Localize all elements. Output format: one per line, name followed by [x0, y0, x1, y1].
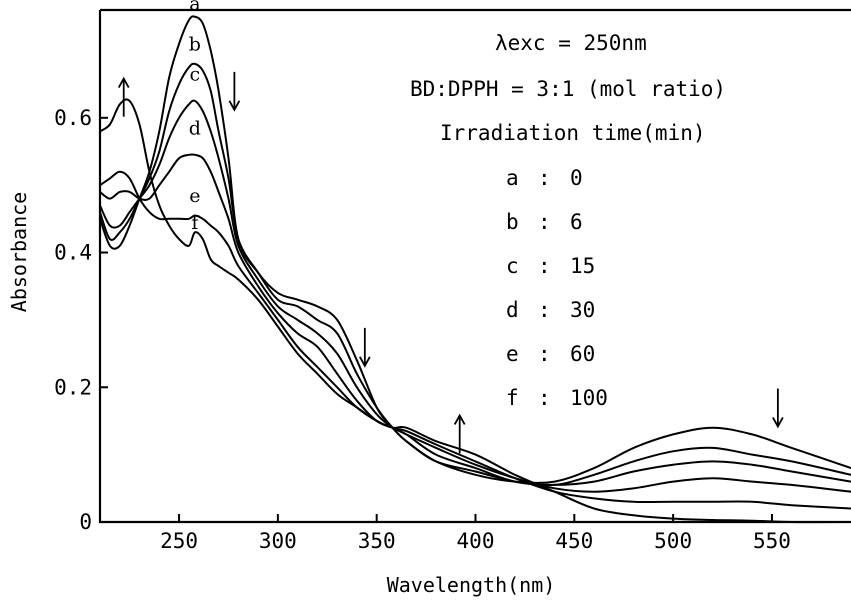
legend-entry-time: 15	[570, 254, 595, 278]
legend-entry-letter: d	[506, 298, 519, 322]
legend-entry-letter: f	[506, 386, 519, 410]
spectrum-curves	[99, 15, 851, 524]
legend-entry: b:6	[506, 210, 583, 234]
excitation-annotation: λexc = 250nm	[495, 31, 647, 55]
legend-entry-separator: :	[538, 210, 551, 234]
arrow-up-icon	[453, 413, 466, 454]
x-tick-label: 400	[457, 529, 495, 553]
curve-label-f: f	[191, 212, 200, 234]
curve-letter-labels: a bc d ef	[189, 0, 201, 234]
trend-arrows	[117, 71, 784, 454]
legend-entry-letter: e	[506, 342, 519, 366]
legend-entry: c:15	[506, 254, 595, 278]
legend-entry-time: 0	[570, 166, 583, 190]
x-tick-label: 550	[753, 529, 791, 553]
series-line-c	[99, 99, 851, 486]
x-tick-label: 300	[259, 529, 297, 553]
series-line-b	[99, 62, 851, 487]
legend-entry-time: 30	[570, 298, 595, 322]
curve-label-b: b	[189, 33, 201, 55]
arrow-down-icon	[359, 327, 371, 368]
series-line-a	[99, 15, 851, 484]
legend-entry-time: 100	[570, 386, 608, 410]
x-tick-label: 500	[654, 529, 692, 553]
ratio-annotation: BD:DPPH = 3:1 (mol ratio)	[410, 77, 726, 101]
legend-entry-separator: :	[538, 298, 551, 322]
legend-entry-separator: :	[538, 254, 551, 278]
y-axis-title: Absorbance	[7, 192, 31, 312]
y-tick-label: 0.4	[54, 241, 92, 265]
legend-entry: a:0	[506, 166, 583, 190]
series-line-e	[99, 170, 851, 510]
legend-entry-letter: c	[506, 254, 519, 278]
curve-label-c: c	[190, 64, 201, 86]
curve-label-a: a	[189, 0, 200, 15]
legend-entry-time: 6	[570, 210, 583, 234]
curve-label-d: d	[189, 118, 201, 140]
legend-entry-time: 60	[570, 342, 595, 366]
curve-label-e: e	[189, 185, 200, 207]
legend-title: Irradiation time(min)	[440, 121, 706, 145]
series-line-f	[99, 98, 851, 524]
y-tick-label: 0.2	[54, 375, 92, 399]
legend-entry: e:60	[506, 342, 595, 366]
arrow-up-icon	[117, 76, 130, 117]
legend-entry: d:30	[506, 298, 595, 322]
legend: a:0b:6c:15d:30e:60f:100	[506, 166, 608, 410]
arrow-down-icon	[228, 71, 241, 112]
y-tick-label: 0	[79, 510, 92, 534]
x-tick-label: 250	[160, 529, 198, 553]
arrow-down-icon	[772, 388, 784, 429]
legend-entry-separator: :	[538, 386, 551, 410]
legend-entry-separator: :	[538, 166, 551, 190]
legend-entry-letter: a	[506, 166, 519, 190]
x-axis-title: Wavelength(nm)	[387, 573, 556, 597]
series-line-d	[99, 153, 851, 493]
y-tick-label: 0.6	[54, 106, 92, 130]
x-tick-label: 450	[555, 529, 593, 553]
x-tick-label: 350	[358, 529, 396, 553]
annotation-block: λexc = 250nm BD:DPPH = 3:1 (mol ratio) I…	[410, 31, 726, 410]
legend-entry: f:100	[506, 386, 608, 410]
legend-entry-letter: b	[506, 210, 519, 234]
legend-entry-separator: :	[538, 342, 551, 366]
